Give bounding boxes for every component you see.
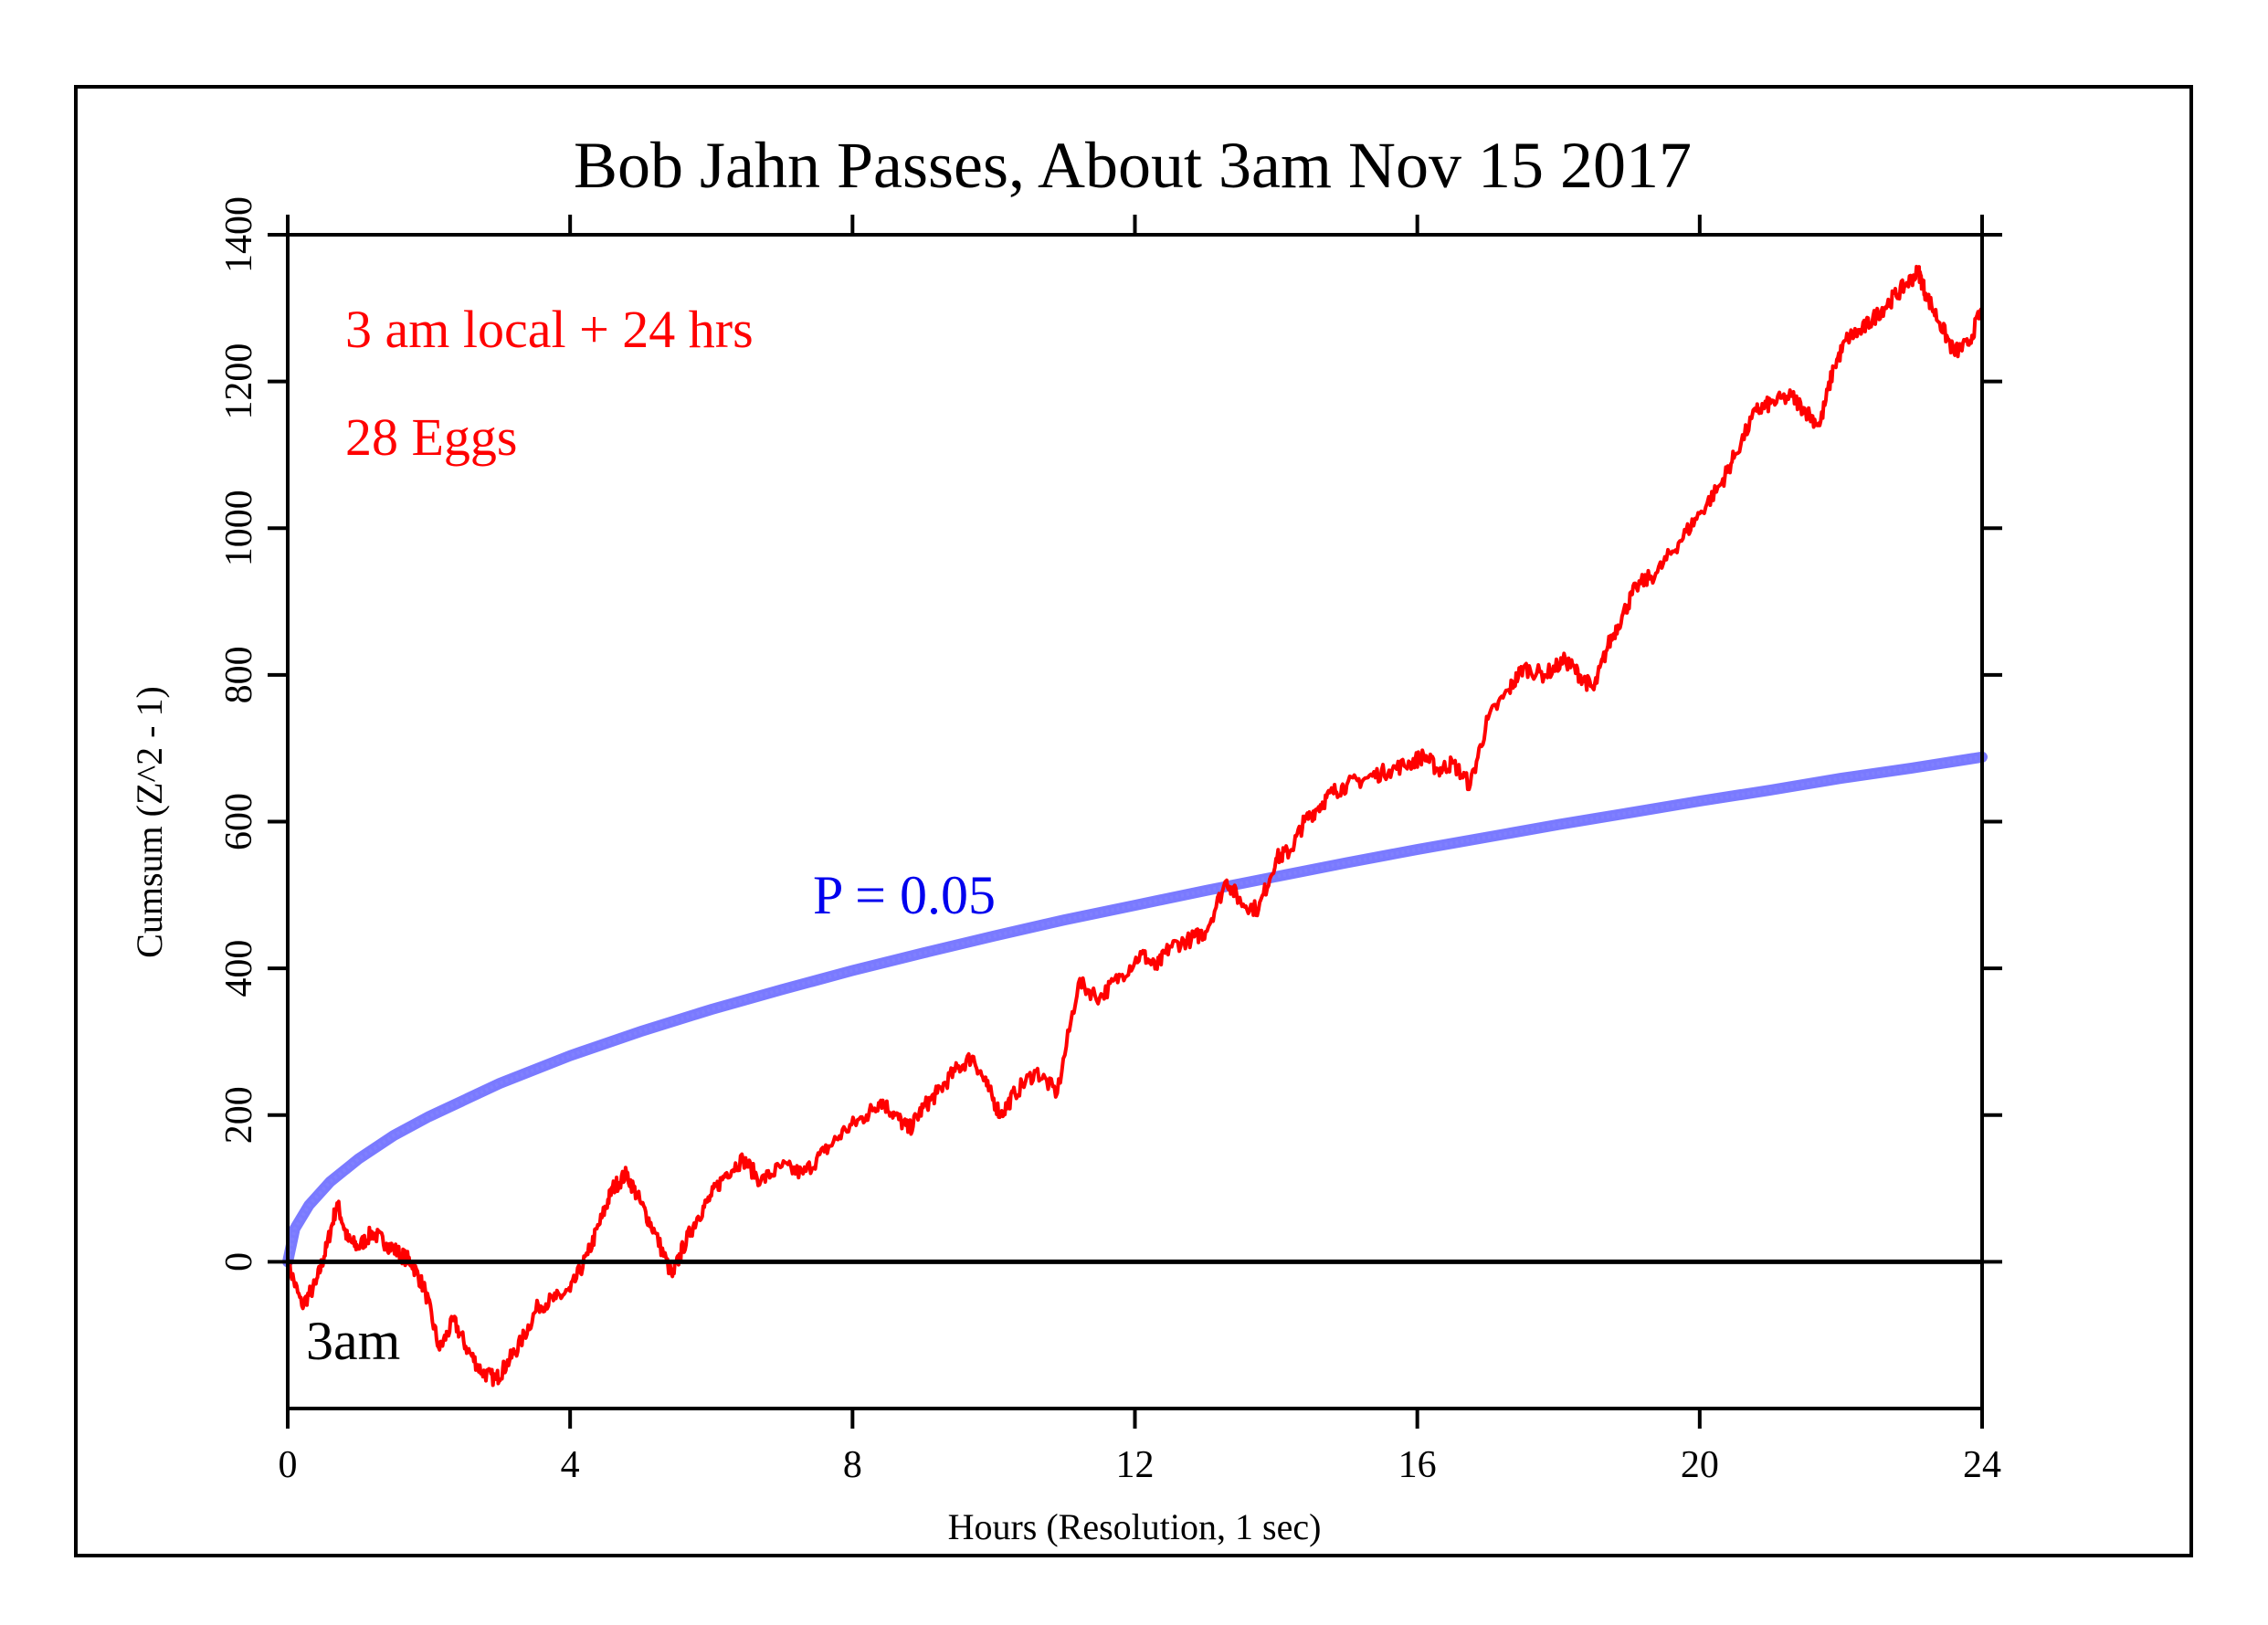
y-tick-label: 600 [218, 793, 260, 850]
y-tick-label: 1400 [218, 196, 260, 273]
y-tick-label: 0 [218, 1252, 260, 1272]
ticks-layer: 0 4 8 12 16 20 24 0 200 400 600 800 1000 1200 1400 [218, 196, 2002, 1486]
x-tick-label: 20 [1681, 1444, 1719, 1486]
x-tick-label: 4 [561, 1444, 580, 1486]
x-tick-label: 8 [843, 1444, 862, 1486]
plot-area-frame [286, 233, 1984, 1410]
annotation-probability: P = 0.05 [813, 865, 996, 925]
annotation-eggs: 28 Eggs [345, 407, 518, 467]
annotation-event-marker: 3am [306, 1311, 400, 1371]
y-tick-label: 800 [218, 646, 260, 703]
x-tick-label: 24 [1963, 1444, 2001, 1486]
series-layer [282, 264, 1988, 1388]
annotation-period: 3 am local + 24 hrs [345, 300, 754, 359]
y-tick-label: 1000 [218, 490, 260, 566]
chart-title: Bob Jahn Passes, About 3am Nov 15 2017 [574, 129, 1692, 202]
x-axis-label: Hours (Resolution, 1 sec) [948, 1506, 1322, 1547]
probability-line [282, 751, 1988, 1268]
x-tick-label: 16 [1398, 1444, 1437, 1486]
x-tick-label: 12 [1116, 1444, 1155, 1486]
probability-line-hatch [286, 754, 1983, 1262]
y-tick-label: 200 [218, 1086, 260, 1144]
y-axis-label: Cumsum (Z^2 - 1) [129, 686, 170, 958]
outer-frame [74, 85, 2193, 1557]
cumsum-line [286, 264, 1984, 1388]
y-tick-label: 400 [218, 940, 260, 997]
x-tick-label: 0 [279, 1444, 298, 1486]
y-tick-label: 1200 [218, 343, 260, 420]
